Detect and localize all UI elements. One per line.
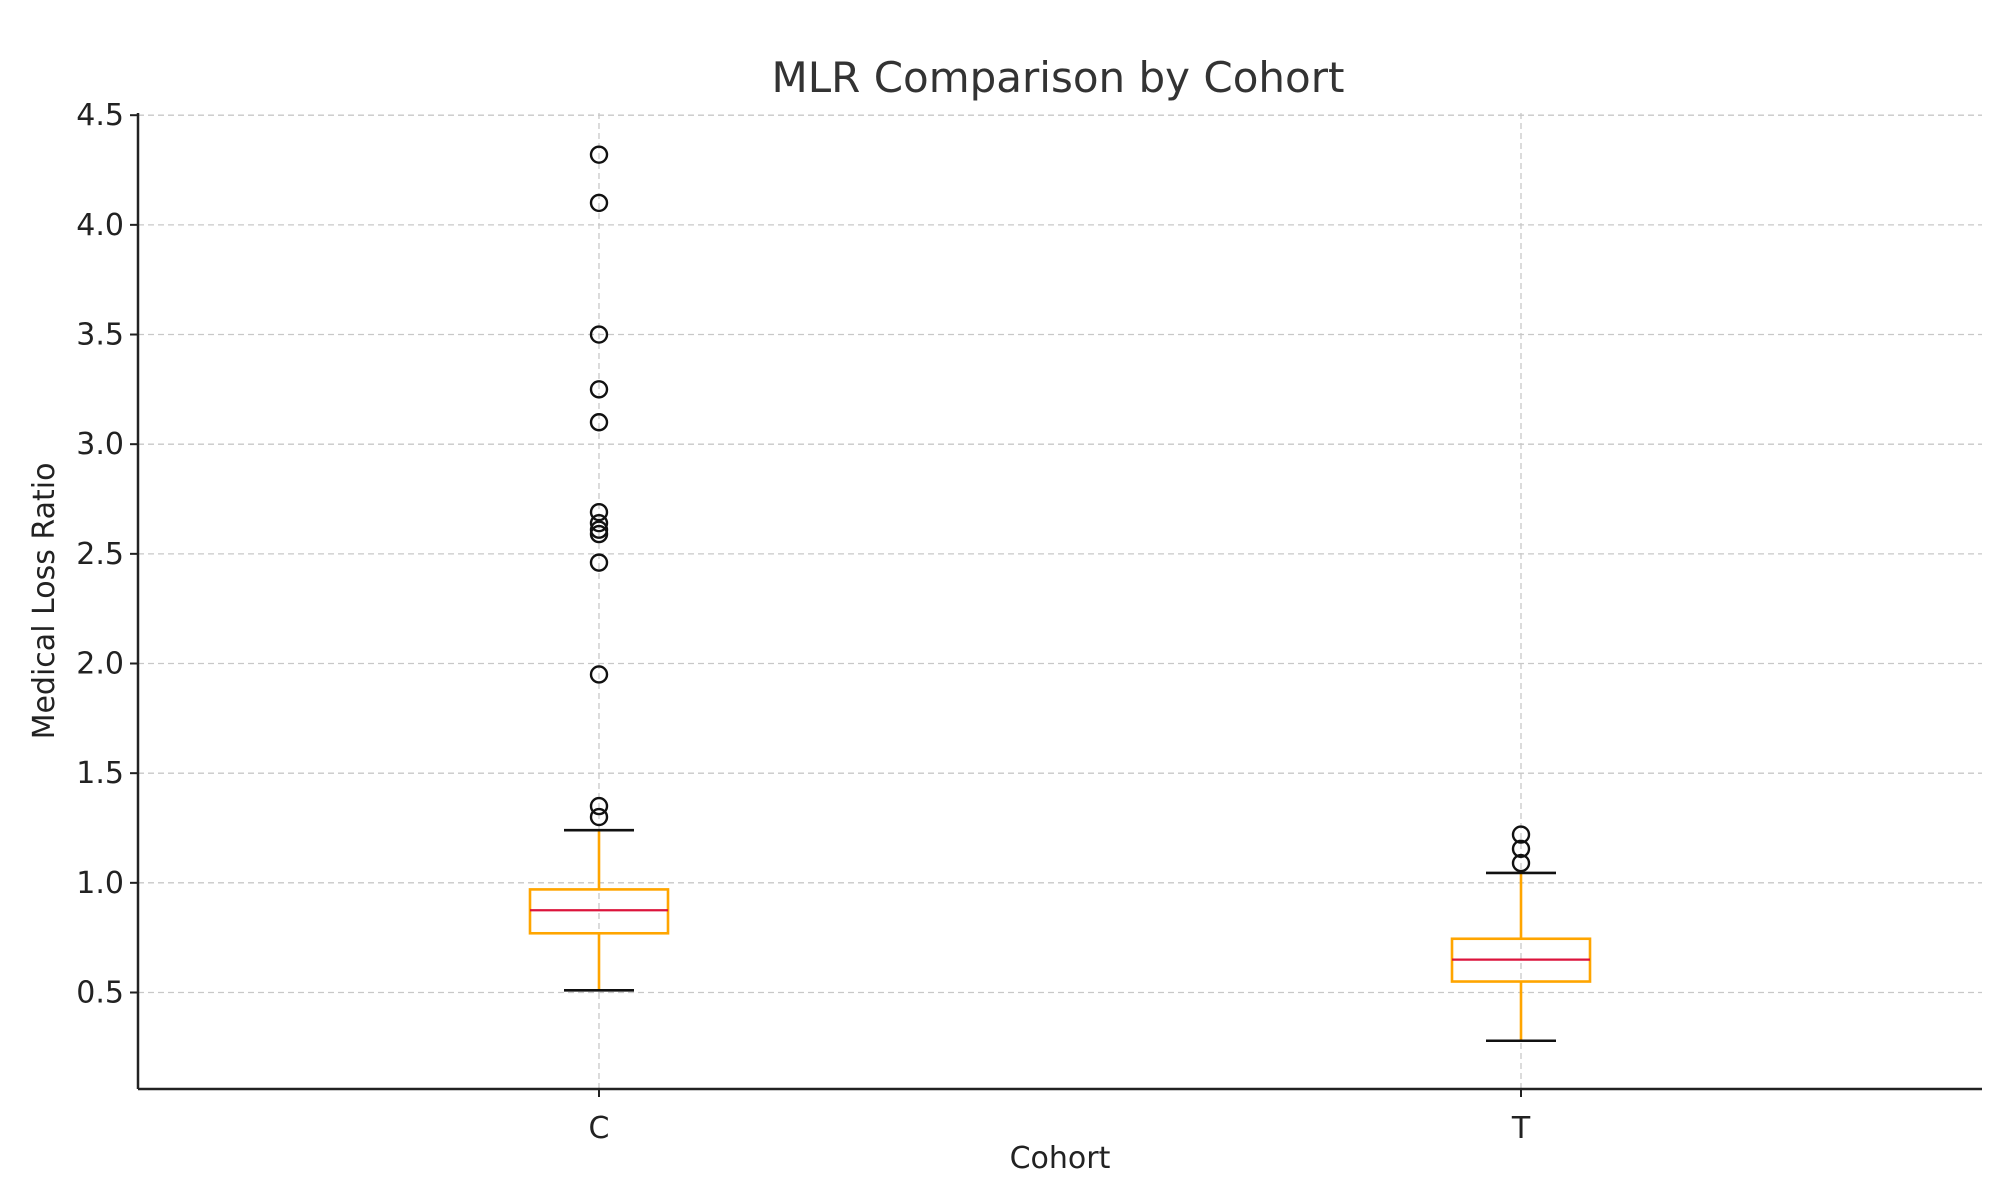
outlier-point [589, 807, 609, 827]
outlier-point [589, 665, 609, 684]
y-tick-label: 2.5 [76, 537, 124, 572]
outlier-point [589, 524, 609, 544]
outlier-point [1511, 839, 1531, 859]
outlier-point [589, 380, 609, 399]
axes [136, 113, 1982, 1091]
tick-labels: 0.5 1.0 1.5 2.0 2.5 3.0 3.5 4.0 4.5 C T [76, 98, 1531, 1146]
outlier-point [589, 796, 609, 816]
outlier-point [589, 513, 609, 533]
outlier-point [589, 193, 609, 213]
y-tick-label: 4.5 [76, 98, 124, 133]
outlier-point [1511, 853, 1531, 873]
chart-title: MLR Comparison by Cohort [772, 53, 1345, 102]
outlier-point [589, 553, 609, 572]
y-tick-label: 1.0 [76, 866, 124, 901]
y-tick-label: 3.0 [76, 427, 124, 462]
grid-lines [138, 113, 1982, 1089]
outlier-point [589, 325, 609, 344]
plot-data [528, 145, 1592, 1043]
y-tick-label: 2.0 [76, 647, 124, 682]
y-tick-label: 3.5 [76, 318, 124, 353]
x-axis-label: Cohort [1010, 1141, 1111, 1176]
outlier-point [589, 413, 609, 432]
outlier-point [589, 502, 609, 522]
y-tick-label: 1.5 [76, 756, 124, 791]
outlier-point [1511, 825, 1531, 844]
x-tick-label: C [589, 1111, 610, 1146]
y-axis-label: Medical Loss Ratio [27, 463, 62, 740]
y-tick-label: 0.5 [76, 975, 124, 1010]
x-tick-label: T [1511, 1111, 1531, 1146]
box-group-T [1450, 825, 1592, 1043]
y-tick-label: 4.0 [76, 208, 124, 243]
box-group-C [528, 145, 670, 992]
outlier-point [589, 145, 609, 164]
